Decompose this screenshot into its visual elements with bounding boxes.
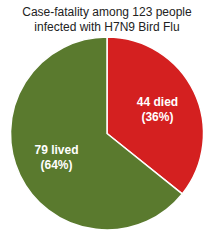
chart-container: Case-fatality among 123 peopleinfected w… — [0, 0, 214, 236]
data-label: 44 died(36%) — [137, 95, 178, 124]
title: Case-fatality among 123 peopleinfected w… — [22, 5, 192, 34]
slices — [10, 37, 203, 230]
data-labels: 44 died(36%) 79 lived(64%) — [35, 95, 179, 172]
slice — [10, 37, 182, 230]
chart: Case-fatality among 123 peopleinfected w… — [0, 0, 214, 236]
data-label: 79 lived(64%) — [35, 143, 79, 172]
